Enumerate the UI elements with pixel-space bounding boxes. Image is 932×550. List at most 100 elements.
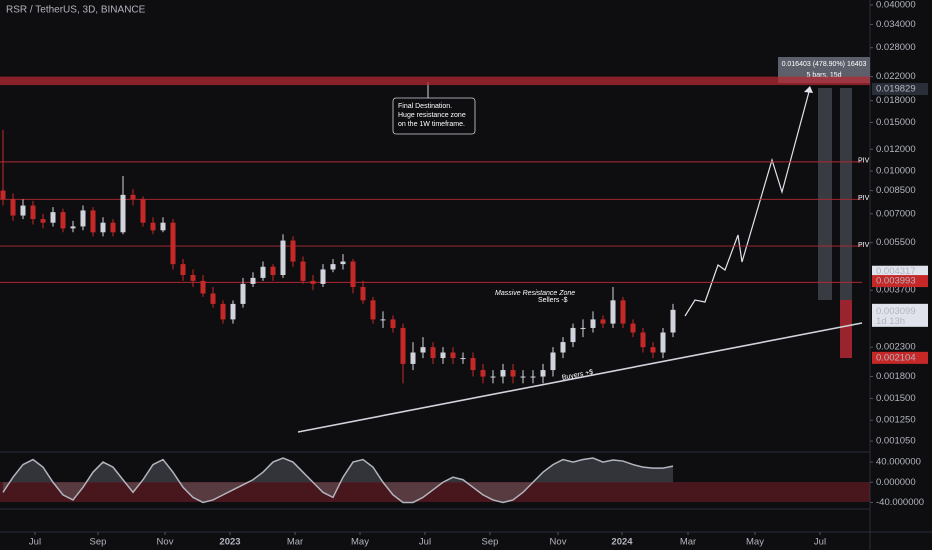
candle-body [90, 210, 96, 233]
candle-body [170, 222, 176, 265]
candle-body [380, 319, 386, 321]
price-label-box [872, 265, 928, 278]
x-tick-label: Nov [157, 537, 174, 548]
level-label: PIV [858, 242, 870, 249]
price-label: 0.004317 [876, 266, 916, 277]
candle-body [50, 212, 56, 223]
candle-body [410, 352, 416, 364]
candle-body [660, 332, 666, 353]
candle-body [320, 269, 326, 284]
sellers-label: Sellers -$ [538, 297, 568, 304]
candle-body [520, 376, 526, 378]
level-label: PIV [858, 158, 870, 165]
measure-sub: 5 bars, 15d [806, 72, 841, 79]
candle-body [540, 370, 546, 377]
y2-tick-label: 40.000000 [876, 457, 921, 468]
candle-body [290, 240, 296, 262]
y-tick-label: 0.034000 [876, 19, 916, 30]
oscillator-line [2, 457, 674, 504]
level-label: PIV [858, 195, 870, 202]
price-label-box [872, 83, 928, 96]
y-tick-label: 0.018000 [876, 95, 916, 106]
candle-body [370, 300, 376, 320]
measure-bar [818, 88, 832, 300]
candle-body [210, 293, 216, 304]
candle-body [130, 194, 136, 200]
candle-body [350, 261, 356, 288]
countdown-box [872, 315, 928, 327]
y-tick-label: 0.001500 [876, 393, 916, 404]
resistance-zone [0, 76, 870, 86]
candle-body [570, 327, 576, 343]
x-tick-label: Jul [814, 537, 826, 548]
note-line: on the 1W timeframe. [398, 121, 465, 128]
x-tick-label: Nov [550, 537, 567, 548]
projection-arrow [804, 86, 813, 93]
candle-body [30, 205, 36, 220]
measure-text: 0.016403 (478.90%) 16403 [782, 61, 867, 68]
y-tick-label: 0.015000 [876, 117, 916, 128]
candle-body [230, 303, 236, 320]
candle-body [40, 219, 46, 223]
candle-body [640, 332, 646, 348]
candle-body [670, 309, 676, 333]
candle-body [430, 347, 436, 359]
countdown: 1d 13h [876, 316, 905, 327]
candle-body [400, 327, 406, 364]
candle-body [260, 266, 266, 278]
x-tick-label: 2024 [611, 537, 633, 548]
candle-body [280, 240, 286, 276]
y-tick-label: 0.005500 [876, 237, 916, 248]
candle-body [470, 358, 476, 371]
candle-body [0, 190, 6, 200]
candle-body [590, 319, 596, 328]
y-tick-label: 0.028000 [876, 42, 916, 53]
candle-body [460, 358, 466, 360]
candle-body [20, 205, 26, 216]
note-box [392, 97, 476, 135]
candle-body [240, 283, 246, 304]
candle-body [220, 303, 226, 320]
x-tick-label: Sep [482, 537, 499, 548]
candle-body [650, 347, 656, 353]
candle-body [580, 327, 586, 329]
note-line: Final Destination. [398, 103, 452, 110]
y-tick-label: 0.001250 [876, 415, 916, 426]
candle-body [340, 261, 346, 265]
resistance-label: Massive Resistance Zone [495, 290, 575, 297]
y2-tick-label: 0.000000 [876, 477, 916, 488]
measure-bar [840, 88, 852, 300]
candle-body [140, 199, 146, 223]
candle-body [450, 352, 456, 359]
y-tick-label: 0.003700 [876, 285, 916, 296]
price-label: 0.003993 [876, 276, 916, 287]
candle-body [70, 226, 76, 229]
candle-body [420, 347, 426, 353]
y-tick-label: 0.040000 [876, 0, 916, 11]
candle-body [10, 199, 16, 216]
candle-body [250, 277, 256, 284]
note-line: Huge resistance zone [398, 112, 466, 119]
candle-body [60, 212, 66, 229]
candle-body [270, 266, 276, 276]
y-tick-label: 0.022000 [876, 71, 916, 82]
y-tick-label: 0.001800 [876, 371, 916, 382]
x-tick-label: Mar [287, 537, 303, 548]
candle-body [120, 194, 126, 233]
candle-body [300, 261, 306, 281]
candle-body [620, 300, 626, 324]
x-tick-label: May [746, 537, 764, 548]
x-tick-label: Jul [29, 537, 41, 548]
candle-body [190, 275, 196, 281]
candle-body [550, 352, 556, 371]
projection-path [684, 87, 811, 317]
measure-bar-loss [840, 300, 852, 358]
x-tick-label: Jul [419, 537, 431, 548]
y-tick-label: 0.001050 [876, 436, 916, 447]
price-label: 0.003099 [876, 306, 916, 317]
candle-body [200, 280, 206, 294]
price-label-box [872, 351, 928, 364]
candle-body [530, 376, 536, 378]
